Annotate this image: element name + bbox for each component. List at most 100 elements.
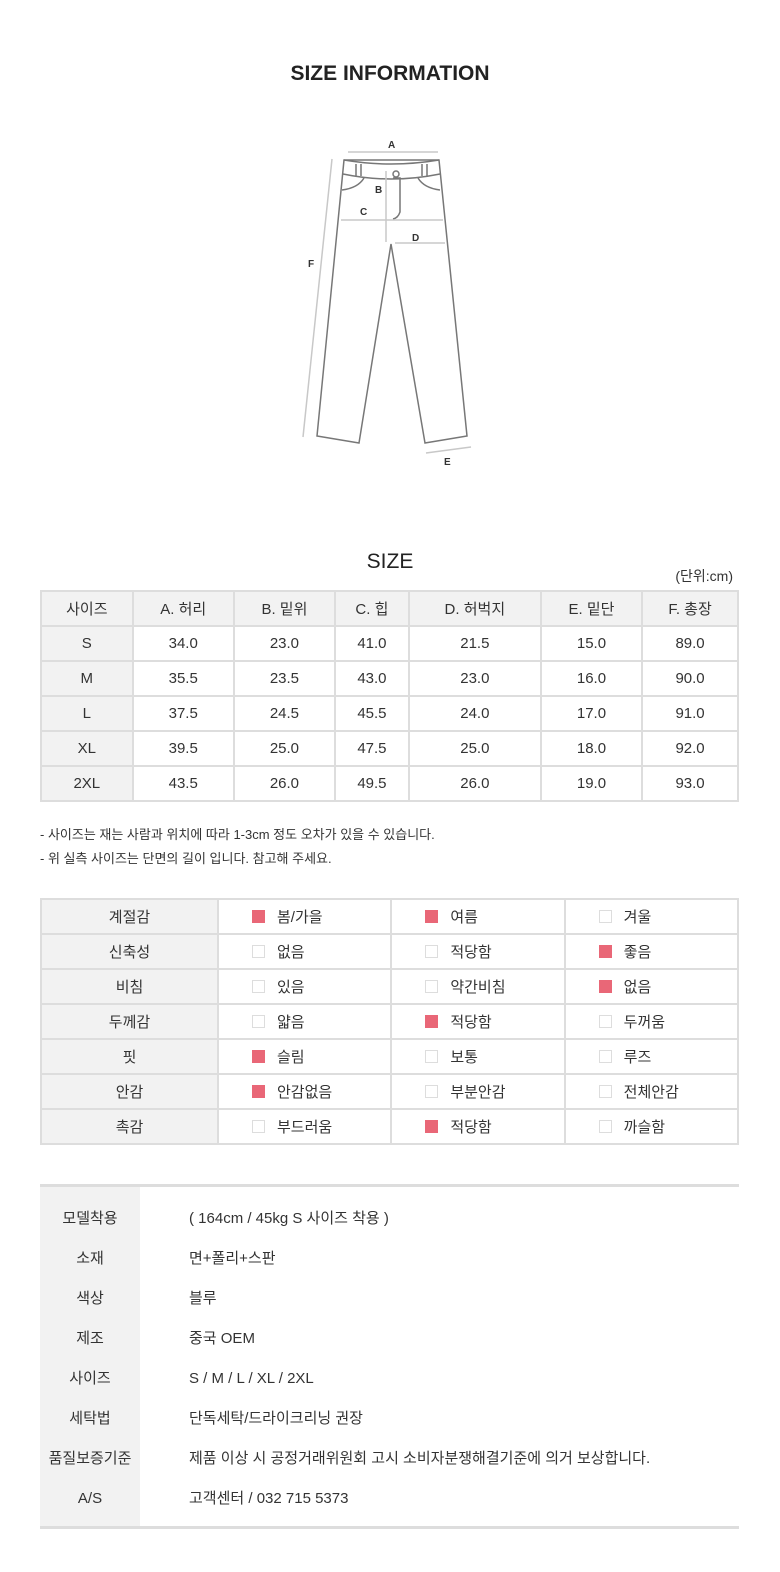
size-value: 18.0	[539, 730, 644, 767]
column-header: D. 허벅지	[407, 590, 542, 627]
table-row: L 37.5 24.5 45.5 24.0 17.0 91.0	[40, 695, 739, 732]
option-label: 없음	[277, 944, 305, 961]
option-label: 있음	[277, 979, 305, 996]
info-row: 제조 중국 OEM	[40, 1319, 739, 1359]
info-row: 소재 면+폴리+스판	[40, 1239, 739, 1279]
size-value: 23.5	[232, 660, 337, 697]
info-key: 사이즈	[69, 1370, 111, 1387]
info-value: S / M / L / XL / 2XL	[189, 1370, 314, 1387]
size-value: 39.5	[131, 730, 235, 767]
attribute-row: 두께감 얇음 적당함 두꺼움	[40, 1003, 740, 1040]
size-value: 21.5	[407, 625, 542, 662]
unchecked-box-icon	[252, 980, 265, 993]
unchecked-box-icon	[425, 980, 439, 993]
attribute-option: 약간비침	[390, 968, 566, 1005]
size-value: 37.5	[131, 695, 235, 732]
measurement-lines	[302, 151, 472, 454]
info-value: ( 164cm / 45kg S 사이즈 착용 )	[189, 1210, 389, 1227]
attribute-label: 두께감	[40, 1003, 219, 1040]
size-value: 34.0	[131, 625, 235, 662]
unit-label: (단위:cm)	[675, 568, 733, 584]
size-table: 사이즈 A. 허리 B. 밑위 C. 힙 D. 허벅지 E. 밑단 F. 총장 S 34.0 2…	[40, 590, 739, 802]
info-value: 고객센터 / 032 715 5373	[189, 1490, 349, 1507]
table-row: S 34.0 23.0 41.0 21.5 15.0 89.0	[40, 625, 739, 662]
table-row: M 35.5 23.5 43.0 23.0 16.0 90.0	[40, 660, 739, 697]
option-label: 루즈	[623, 1049, 652, 1066]
attribute-option: 좋음	[563, 933, 740, 970]
info-row: A/S 고객센터 / 032 715 5373	[40, 1479, 739, 1519]
column-header: A. 허리	[131, 590, 235, 627]
size-value: 26.0	[232, 765, 337, 802]
attribute-option: 부드러움	[216, 1108, 393, 1145]
info-key: 제조	[76, 1330, 104, 1347]
attribute-option: 없음	[216, 933, 393, 970]
attribute-option: 전체안감	[563, 1073, 740, 1110]
unchecked-box-icon	[598, 1050, 612, 1063]
note-1: - 사이즈는 재는 사람과 위치에 따라 1-3cm 정도 오차가 있을 수 있…	[40, 827, 435, 842]
size-value: 90.0	[641, 660, 739, 697]
option-label: 안감없음	[277, 1084, 333, 1101]
attribute-row: 계절감 봄/가을 여름 겨울	[40, 898, 740, 935]
attribute-option: 슬림	[216, 1038, 393, 1075]
attribute-option: 없음	[563, 968, 740, 1005]
size-label: L	[40, 695, 134, 732]
size-label: XL	[40, 730, 134, 767]
size-label: 2XL	[40, 765, 134, 802]
checked-box-icon	[425, 910, 439, 923]
option-label: 여름	[450, 909, 478, 926]
size-value: 23.0	[232, 625, 337, 662]
option-label: 슬림	[277, 1049, 305, 1066]
attribute-label: 핏	[40, 1038, 219, 1075]
checked-box-icon	[598, 980, 612, 993]
option-label: 약간비침	[450, 979, 506, 996]
attribute-row: 비침 있음 약간비침 없음	[40, 968, 740, 1005]
checked-box-icon	[598, 945, 612, 958]
size-value: 45.5	[334, 695, 410, 732]
product-info: 모델착용 ( 164cm / 45kg S 사이즈 착용 ) 소재 면+폴리+스판 색상…	[40, 1184, 739, 1529]
option-label: 적당함	[450, 1119, 492, 1136]
unchecked-box-icon	[598, 1085, 612, 1098]
attribute-option: 부분안감	[390, 1073, 566, 1110]
checked-box-icon	[425, 1015, 439, 1028]
info-value: 블루	[189, 1290, 217, 1307]
size-label: S	[40, 625, 134, 662]
table-row: 2XL 43.5 26.0 49.5 26.0 19.0 93.0	[40, 765, 739, 802]
info-value: 중국 OEM	[189, 1330, 255, 1347]
attribute-option: 적당함	[390, 1003, 566, 1040]
column-header: F. 총장	[641, 590, 739, 627]
info-key: 품질보증기준	[48, 1450, 132, 1467]
attribute-label: 신축성	[40, 933, 219, 970]
info-key: 소재	[76, 1250, 104, 1267]
info-row: 모델착용 ( 164cm / 45kg S 사이즈 착용 )	[40, 1199, 739, 1239]
size-value: 47.5	[334, 730, 410, 767]
unchecked-box-icon	[252, 945, 265, 958]
attribute-option: 보통	[390, 1038, 566, 1075]
size-value: 17.0	[539, 695, 644, 732]
size-value: 41.0	[334, 625, 410, 662]
attribute-option: 여름	[390, 898, 566, 935]
attribute-option: 있음	[216, 968, 393, 1005]
label-d: D	[412, 233, 419, 244]
size-title: SIZE	[366, 550, 414, 573]
checked-box-icon	[252, 1050, 265, 1063]
size-value: 15.0	[539, 625, 644, 662]
info-value: 면+폴리+스판	[189, 1250, 276, 1267]
unchecked-box-icon	[598, 1120, 612, 1133]
attribute-option: 안감없음	[216, 1073, 393, 1110]
option-label: 적당함	[450, 944, 492, 961]
label-a: A	[388, 140, 395, 151]
size-value: 89.0	[641, 625, 739, 662]
option-label: 좋음	[623, 944, 652, 961]
column-header: C. 힙	[334, 590, 410, 627]
option-label: 두꺼움	[623, 1014, 666, 1031]
unchecked-box-icon	[425, 1050, 439, 1063]
table-row: XL 39.5 25.0 47.5 25.0 18.0 92.0	[40, 730, 739, 767]
option-label: 부드러움	[277, 1119, 333, 1136]
info-row: 사이즈 S / M / L / XL / 2XL	[40, 1359, 739, 1399]
label-c: C	[360, 207, 367, 218]
checked-box-icon	[252, 910, 265, 923]
attribute-option: 겨울	[563, 898, 740, 935]
label-f: F	[308, 259, 314, 270]
size-value: 43.5	[131, 765, 235, 802]
checked-box-icon	[252, 1085, 265, 1098]
